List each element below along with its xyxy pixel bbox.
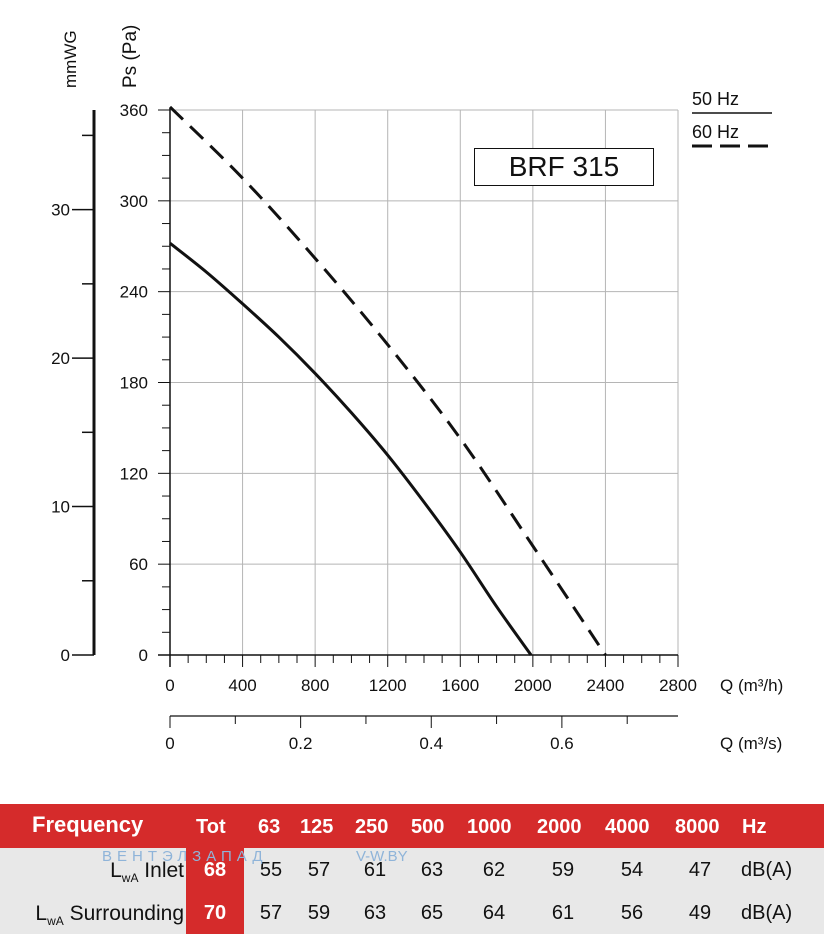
- header-band: 63: [258, 816, 281, 838]
- y-tick-label: 300: [120, 192, 148, 211]
- legend: 50 Hz 60 Hz: [692, 89, 772, 148]
- y2-tick-label: 0: [61, 646, 70, 665]
- surrounding-value: 57: [259, 902, 283, 924]
- y2-tick-label: 30: [51, 201, 70, 220]
- legend-label: 50 Hz: [692, 89, 739, 109]
- y-tick-label: 360: [120, 101, 148, 120]
- inlet-value: 47: [688, 859, 712, 881]
- y-axis-label: Ps (Pa): [120, 25, 141, 88]
- header-band: 125: [300, 816, 334, 838]
- y-tick-label: 180: [120, 374, 148, 393]
- inlet-unit: dB(A): [741, 859, 793, 881]
- x2-tick-label: 0: [165, 734, 174, 753]
- x2-tick-label: 0.2: [289, 734, 313, 753]
- surrounding-value: 59: [307, 902, 331, 924]
- header-tot: Tot: [196, 816, 226, 838]
- header-frequency: Frequency: [32, 812, 144, 837]
- header-band: 1000: [467, 816, 512, 838]
- tot-inlet: 68: [203, 859, 227, 881]
- inlet-value: 55: [259, 859, 283, 881]
- y2-axis-label: mmWG: [61, 30, 80, 88]
- x2-axis-label: Q (m³/s): [720, 734, 782, 753]
- header-band: 500: [411, 816, 445, 838]
- surrounding-value: 64: [482, 902, 506, 924]
- tot-surrounding: 70: [203, 902, 227, 924]
- x2-tick-label: 0.4: [419, 734, 443, 753]
- tot-column: [186, 848, 244, 934]
- inlet-value: 59: [551, 859, 575, 881]
- legend-label: 60 Hz: [692, 122, 739, 142]
- y-tick-label: 120: [120, 464, 148, 483]
- inlet-value: 63: [420, 859, 444, 881]
- surrounding-value: 56: [620, 902, 644, 924]
- curve-60hz: [168, 105, 607, 656]
- row-label-inlet: LwA Inlet: [110, 859, 184, 886]
- x-tick-label: 1200: [369, 676, 407, 695]
- y-tick-label: 240: [120, 283, 148, 302]
- header-band: 4000: [605, 816, 650, 838]
- header-unit: Hz: [742, 816, 767, 838]
- surrounding-value: 61: [551, 902, 575, 924]
- surrounding-unit: dB(A): [741, 902, 793, 924]
- x-tick-label: 1600: [441, 676, 479, 695]
- inlet-value: 54: [620, 859, 644, 881]
- inlet-value: 61: [363, 859, 387, 881]
- surrounding-value: 65: [420, 902, 444, 924]
- header-band: 8000: [675, 816, 720, 838]
- x-tick-label: 0: [165, 676, 174, 695]
- y-tick-label: 0: [139, 646, 148, 665]
- sound-power-table: Frequency Tot 63 125 250 500 1000 2000 4…: [0, 804, 824, 934]
- table-row-inlet: LwA Inlet: [0, 848, 824, 890]
- y-tick-label: 60: [129, 555, 148, 574]
- x-axis-label: Q (m³/h): [720, 676, 783, 695]
- watermark-url: V-W.BY: [356, 848, 408, 865]
- x-tick-label: 2000: [514, 676, 552, 695]
- y2-tick-label: 20: [51, 349, 70, 368]
- watermark-text: ВЕНТЭЛЗАПАД: [102, 848, 268, 865]
- inlet-value: 57: [307, 859, 331, 881]
- curves: [168, 105, 607, 656]
- inlet-value: 62: [482, 859, 506, 881]
- x-tick-label: 2800: [659, 676, 697, 695]
- surrounding-value: 63: [363, 902, 387, 924]
- surrounding-value: 49: [688, 902, 712, 924]
- x-tick-label: 400: [228, 676, 256, 695]
- header-band: 250: [355, 816, 389, 838]
- row-label-surrounding: LwA Surrounding: [35, 902, 184, 929]
- grid: [169, 109, 679, 656]
- x-tick-label: 2400: [587, 676, 625, 695]
- table-row-surrounding: LwA Surrounding: [0, 890, 824, 934]
- x-tick-label: 800: [301, 676, 329, 695]
- chart-title: BRF 315: [474, 148, 654, 186]
- axes: [72, 108, 679, 728]
- y2-tick-label: 10: [51, 498, 70, 517]
- header-band: 2000: [537, 816, 582, 838]
- x2-tick-label: 0.6: [550, 734, 574, 753]
- curve-50hz: [169, 242, 533, 656]
- table-header-row: Frequency Tot 63 125 250 500 1000 2000 4…: [0, 804, 824, 848]
